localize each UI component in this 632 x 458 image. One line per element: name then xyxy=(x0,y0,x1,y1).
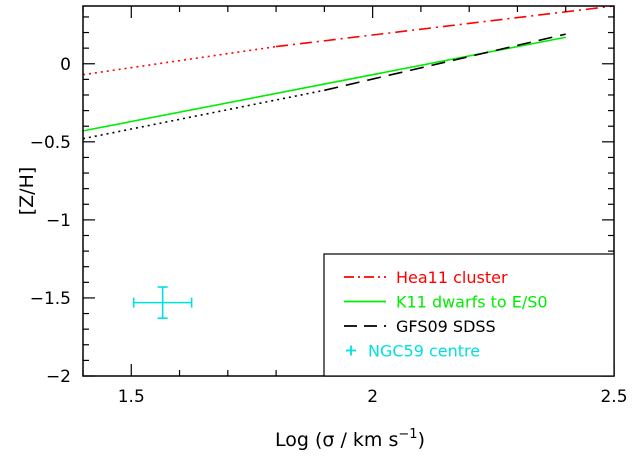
x-tick-label: 1.5 xyxy=(118,387,145,407)
legend-item-ngc59-centre-label: NGC59 centre xyxy=(368,342,480,361)
y-tick-label: −2 xyxy=(46,367,71,387)
tick-labels: 1.5 2 2.5 0 −0.5 −1 −1.5 −2 xyxy=(30,55,628,407)
legend: Hea11 cluster K11 dwarfs to E/S0 GFS09 SDS… xyxy=(323,253,615,377)
ngc59-errorbar-point xyxy=(132,286,193,320)
x-axis-label: Log (σ / km s−1) xyxy=(275,427,425,451)
plot-lines xyxy=(83,6,614,140)
y-tick-label: −1.5 xyxy=(30,289,71,309)
y-tick-label: −1 xyxy=(46,211,71,231)
series-1-segment-0 xyxy=(83,36,566,132)
x-tick-label: 2 xyxy=(367,387,378,407)
series-2-segment-1 xyxy=(324,33,566,92)
y-tick-label: −0.5 xyxy=(30,133,71,153)
series-0-segment-0 xyxy=(83,45,277,76)
series-0-segment-1 xyxy=(275,6,614,48)
legend-item-k11-dwarfs-to-e-s0-label: K11 dwarfs to E/S0 xyxy=(396,293,548,312)
x-axis-label-sup: −1 xyxy=(398,427,417,442)
legend-item-hea11-cluster-label: Hea11 cluster xyxy=(396,268,508,287)
legend-item-gfs09-sdss-label: GFS09 SDSS xyxy=(396,317,496,336)
y-tick-label: 0 xyxy=(60,55,71,75)
legend-box xyxy=(323,253,615,377)
series-2-segment-0 xyxy=(83,89,325,140)
x-tick-label: 2.5 xyxy=(600,387,627,407)
y-axis-label: [Z/H] xyxy=(16,167,38,216)
x-axis-label-close: ) xyxy=(418,429,425,451)
